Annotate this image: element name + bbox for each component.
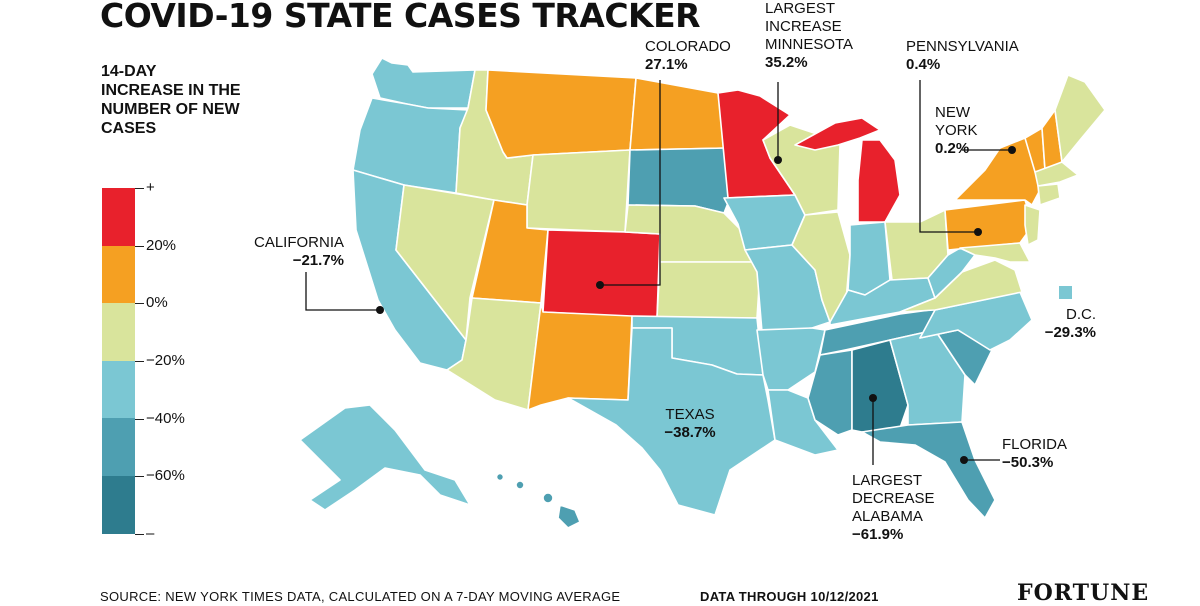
state-michigan[interactable]	[857, 139, 901, 223]
state-texas[interactable]	[567, 327, 776, 516]
california-dot	[376, 306, 384, 314]
state-alaska[interactable]	[299, 404, 471, 511]
legend-swatch-red	[102, 188, 135, 246]
label-dc: D.C. −29.3%	[1036, 306, 1096, 342]
california-leader	[305, 272, 380, 311]
state-montana[interactable]	[485, 69, 637, 159]
legend-tick-label: 20%	[146, 237, 177, 254]
label-minnesota-line1: LARGEST	[765, 0, 836, 17]
callout-lines	[305, 80, 1012, 465]
state-south-dakota[interactable]	[627, 147, 731, 214]
state-arkansas[interactable]	[756, 327, 826, 391]
colorado-leader	[600, 80, 661, 286]
page-title: COVID-19 STATE CASES TRACKER	[100, 0, 701, 35]
legend-color-scale	[102, 188, 135, 534]
label-minnesota-pct: 35.2%	[765, 54, 808, 71]
label-florida-name: FLORIDA	[1002, 436, 1068, 453]
label-california-name: CALIFORNIA	[253, 234, 344, 251]
label-minnesota-line2: INCREASE	[765, 18, 842, 35]
new-york-dot	[1008, 146, 1016, 154]
label-alabama-name: ALABAMA	[852, 508, 923, 525]
legend-tick-label: +	[146, 179, 155, 196]
alabama-dot	[869, 394, 877, 402]
label-pennsylvania: PENNSYLVANIA 0.4%	[906, 38, 1019, 74]
minnesota-dot	[774, 156, 782, 164]
label-dc-pct: −29.3%	[1044, 324, 1096, 341]
state-maryland[interactable]	[959, 242, 1031, 263]
state-new-jersey[interactable]	[1024, 204, 1041, 246]
data-through-date: DATA THROUGH 10/12/2021	[700, 589, 879, 604]
legend-swatch-yellow	[102, 303, 135, 361]
pennsylvania-leader	[919, 80, 978, 233]
label-alabama-line1: LARGEST	[852, 472, 923, 489]
legend-tick-label: –	[146, 525, 155, 542]
colorado-dot	[596, 281, 604, 289]
legend-tick-mark	[135, 303, 144, 304]
label-pennsylvania-pct: 0.4%	[906, 56, 941, 73]
legend-tick-mark	[135, 361, 144, 362]
florida-dot	[960, 456, 968, 464]
legend-tick-mark	[135, 476, 144, 477]
legend-swatch-dark-blue	[102, 476, 135, 534]
legend-tick-mark	[135, 188, 144, 189]
label-alabama: LARGEST DECREASE ALABAMA −61.9%	[852, 472, 935, 544]
source-note: SOURCE: NEW YORK TIMES DATA, CALCULATED …	[100, 589, 621, 604]
label-colorado: COLORADO 27.1%	[645, 38, 731, 74]
state-colorado[interactable]	[542, 229, 661, 319]
label-colorado-pct: 27.1%	[645, 56, 688, 73]
legend-tick-mark	[135, 246, 144, 247]
legend-tick-label: −20%	[146, 352, 185, 369]
label-texas: TEXAS −38.7%	[660, 406, 720, 442]
state-maine[interactable]	[1054, 74, 1106, 163]
state-florida[interactable]	[861, 421, 996, 519]
legend-tick-label: 0%	[146, 294, 168, 311]
state-hawaii-oahu[interactable]	[515, 480, 525, 490]
label-colorado-name: COLORADO	[645, 38, 731, 55]
legend-tick-label: −40%	[146, 410, 185, 427]
label-alabama-line2: DECREASE	[852, 490, 935, 507]
pennsylvania-dot	[974, 228, 982, 236]
label-california: CALIFORNIA −21.7%	[226, 234, 344, 270]
label-florida-pct: −50.3%	[1002, 454, 1054, 471]
state-massachusetts[interactable]	[1034, 161, 1079, 187]
state-hawaii-maui[interactable]	[542, 492, 554, 504]
label-minnesota: LARGEST INCREASE MINNESOTA 35.2%	[765, 0, 853, 72]
state-north-carolina[interactable]	[919, 291, 1033, 351]
state-wyoming[interactable]	[526, 149, 631, 233]
legend-swatch-orange	[102, 246, 135, 303]
state-connecticut[interactable]	[1037, 183, 1061, 206]
label-dc-name: D.C.	[1066, 306, 1096, 323]
state-kansas[interactable]	[656, 261, 761, 319]
dc-swatch	[1059, 286, 1072, 299]
fortune-logo: FORTUNE	[1017, 580, 1150, 606]
label-new-york-line1: NEW	[935, 104, 970, 121]
label-alabama-pct: −61.9%	[852, 526, 904, 543]
label-new-york-name: YORK	[935, 122, 978, 139]
label-minnesota-name: MINNESOTA	[765, 36, 854, 53]
label-california-pct: −21.7%	[292, 252, 344, 269]
label-texas-name: TEXAS	[665, 406, 715, 423]
callout-dots	[376, 146, 1016, 464]
legend-tick-label: −60%	[146, 467, 185, 484]
state-hawaii-big-island[interactable]	[557, 504, 581, 529]
legend-swatch-mid-blue	[102, 418, 135, 476]
legend-tick-mark	[135, 419, 144, 420]
state-new-mexico[interactable]	[527, 302, 633, 411]
label-florida: FLORIDA −50.3%	[1002, 436, 1067, 472]
legend-tick-mark	[135, 534, 144, 535]
label-new-york: NEW YORK 0.2%	[935, 104, 978, 158]
state-louisiana[interactable]	[767, 389, 839, 456]
state-michigan-upper[interactable]	[794, 117, 881, 151]
label-pennsylvania-name: PENNSYLVANIA	[906, 38, 1019, 55]
legend-title: 14-DAY INCREASE IN THE NUMBER OF NEW CAS…	[101, 63, 241, 137]
legend-swatch-light-blue	[102, 361, 135, 418]
label-texas-pct: −38.7%	[664, 424, 716, 441]
label-new-york-pct: 0.2%	[935, 140, 970, 157]
state-hawaii-kauai[interactable]	[495, 472, 505, 482]
state-north-dakota[interactable]	[629, 77, 729, 151]
